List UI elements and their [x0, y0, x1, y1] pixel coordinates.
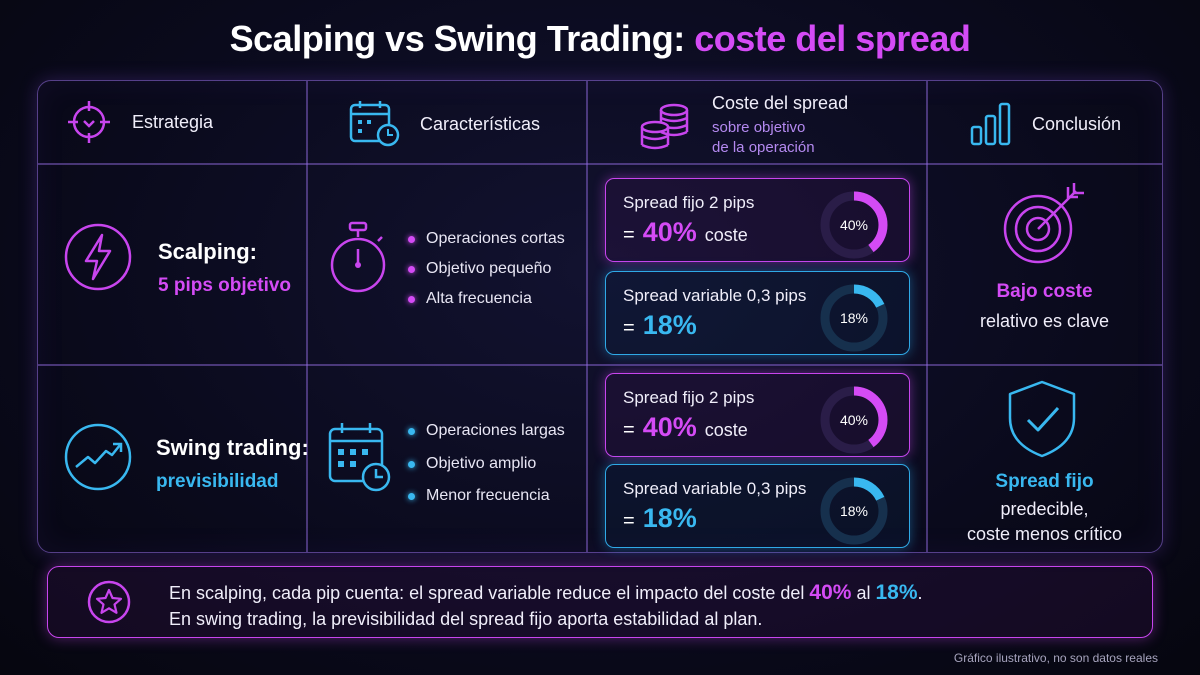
donut-label: 18% [840, 503, 868, 519]
conclusion-title: Bajo coste [996, 281, 1093, 302]
list-item: Operaciones largas [408, 414, 565, 448]
scalping-variable-spread-card: Spread variable 0,3 pips = 18% 18% [605, 271, 910, 355]
scalping-title: Scalping: [158, 239, 258, 264]
donut-label: 40% [840, 217, 868, 233]
highlight-value: 40% [809, 581, 852, 604]
donut-arc [820, 386, 888, 454]
page-title: Scalping vs Swing Trading: coste del spr… [0, 18, 1200, 60]
conclusion-title: Spread fijo [995, 471, 1094, 492]
header-cost-label: Coste del spread [712, 93, 849, 113]
calendar-clock-icon [349, 101, 400, 147]
equals-sign: = [623, 419, 635, 441]
divider [306, 81, 308, 552]
crosshair-icon [68, 101, 110, 143]
swing-features: Operaciones largas Objetivo amplio Menor… [408, 414, 565, 512]
swing-fixed-spread-card: Spread fijo 2 pips = 40% coste 40% [605, 373, 910, 457]
title-accent: coste del spread [694, 18, 971, 59]
summary-note: En scalping, cada pip cuenta: el spread … [47, 566, 1153, 638]
highlight-value: 18% [875, 581, 918, 604]
swing-variable-spread-card: Spread variable 0,3 pips = 18% 18% [605, 464, 910, 548]
swing-conclusion: Spread fijo predecible, coste menos crít… [927, 471, 1162, 547]
conclusion-text: predecible, coste menos crítico [966, 499, 1123, 544]
donut-label: 40% [840, 412, 868, 428]
equals-sign: = [623, 224, 635, 246]
header-features-label: Características [420, 113, 541, 134]
card-label: Spread variable 0,3 pips [623, 286, 807, 305]
list-item: Objetivo pequeño [408, 254, 565, 284]
scalping-label: Scalping: 5 pips objetivo [158, 239, 291, 297]
card-label: Spread fijo 2 pips [623, 388, 755, 407]
list-item: Operaciones cortas [408, 224, 565, 254]
list-item: Menor frecuencia [408, 480, 565, 512]
swing-subtitle: previsibilidad [156, 471, 279, 492]
donut-label: 18% [840, 310, 868, 326]
scalping-subtitle: 5 pips objetivo [158, 275, 292, 296]
scalping-conclusion: Bajo coste relativo es clave [927, 281, 1162, 334]
list-item: Alta frecuencia [408, 284, 565, 314]
conclusion-text: relativo es clave [979, 311, 1110, 331]
header-cost-sub1: sobre objetivo [712, 119, 806, 136]
header-strategy-label: Estrategia [132, 111, 214, 132]
swing-label: Swing trading: previsibilidad [156, 435, 309, 493]
card-label: Spread variable 0,3 pips [623, 479, 807, 498]
donut-chart: 40% [820, 386, 888, 454]
donut-chart: 40% [820, 191, 888, 259]
swing-title: Swing trading: [156, 435, 309, 460]
donut-arc [820, 477, 888, 545]
header-cost: Coste del spread sobre objetivo de la op… [638, 93, 848, 158]
shield-check-icon [1008, 380, 1076, 458]
stopwatch-icon [330, 221, 386, 293]
calendar-clock-icon [328, 423, 391, 492]
comparison-table: Estrategia Características Coste del spr… [37, 80, 1163, 553]
equals-sign: = [623, 510, 635, 532]
donut-arc [820, 284, 888, 352]
card-suffix: coste [704, 225, 748, 245]
donut-chart: 18% [820, 477, 888, 545]
card-value: 18% [642, 310, 697, 340]
lightning-icon [64, 223, 132, 291]
header-strategy: Estrategia [66, 99, 213, 145]
summary-text: En scalping, cada pip cuenta: el spread … [169, 581, 923, 629]
card-suffix: coste [704, 420, 748, 440]
card-value: 40% [642, 217, 697, 247]
divider [38, 163, 1162, 165]
header-cost-text: Coste del spread sobre objetivo de la op… [712, 93, 848, 158]
donut-chart: 18% [820, 284, 888, 352]
header-conclusion-label: Conclusión [1032, 113, 1122, 134]
equals-sign: = [623, 317, 635, 339]
footer-disclaimer: Gráfico ilustrativo, no son datos reales [953, 651, 1158, 665]
header-conclusion: Conclusión [968, 101, 1121, 147]
star-icon [87, 580, 131, 624]
title-main: Scalping vs Swing Trading: [229, 18, 686, 59]
trend-up-icon [64, 423, 132, 491]
divider [586, 81, 588, 552]
header-cost-sub2: de la operación [712, 139, 815, 156]
scalping-features: Operaciones cortas Objetivo pequeño Alta… [408, 224, 565, 314]
target-arrow-icon [1003, 183, 1084, 264]
header-features: Características [348, 99, 540, 149]
bar-chart-icon [970, 102, 1011, 146]
card-value: 18% [642, 503, 697, 533]
list-item: Objetivo amplio [408, 448, 565, 480]
donut-arc [820, 191, 888, 259]
coins-icon [640, 103, 689, 149]
scalping-fixed-spread-card: Spread fijo 2 pips = 40% coste 40% [605, 178, 910, 262]
card-value: 40% [642, 412, 697, 442]
divider [926, 81, 928, 552]
divider [38, 364, 1162, 366]
card-label: Spread fijo 2 pips [623, 193, 755, 212]
